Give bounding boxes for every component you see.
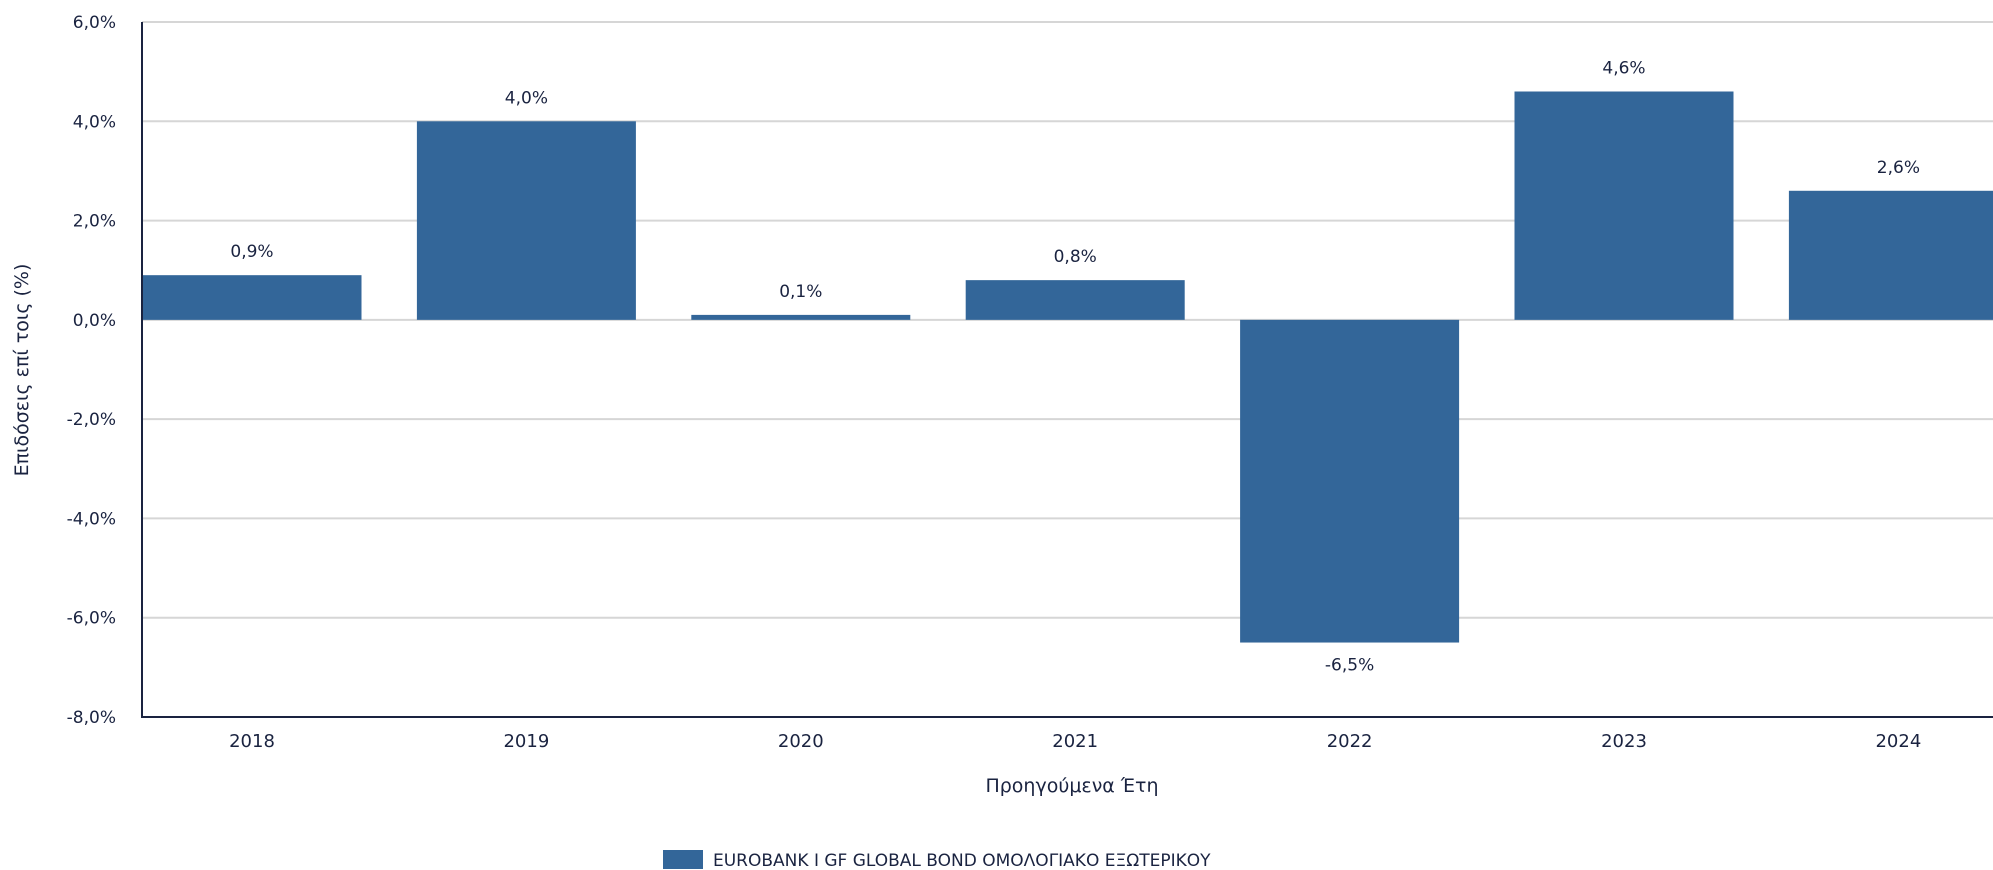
data-label: 4,0% bbox=[505, 88, 548, 108]
legend-label: EUROBANK I GF GLOBAL BOND ΟΜΟΛΟΓΙΑΚΟ ΕΞΩ… bbox=[713, 851, 1211, 870]
data-label: 0,1% bbox=[779, 282, 822, 302]
y-axis-ticks: 6,0% 4,0% 2,0% 0,0% -2,0% -4,0% -6,0% -8,0% bbox=[67, 13, 116, 728]
data-label: -6,5% bbox=[1325, 656, 1374, 676]
bar bbox=[1240, 319, 1460, 643]
x-tick-label: 2020 bbox=[778, 731, 824, 752]
x-axis-label: Προηγούμενα Έτη bbox=[985, 775, 1158, 797]
y-tick-label: 0,0% bbox=[73, 311, 116, 331]
data-label: 0,8% bbox=[1054, 247, 1097, 267]
y-tick-label: -8,0% bbox=[67, 708, 116, 728]
bar bbox=[416, 121, 636, 320]
bars bbox=[142, 91, 1993, 643]
bar bbox=[1788, 190, 1993, 320]
data-labels: 0,9% 4,0% 0,1% 0,8% -6,5% 4,6% 2,6% bbox=[230, 59, 1920, 676]
y-tick-label: 4,0% bbox=[73, 112, 116, 132]
legend[interactable]: EUROBANK I GF GLOBAL BOND ΟΜΟΛΟΓΙΑΚΟ ΕΞΩ… bbox=[663, 850, 1211, 870]
data-label: 0,9% bbox=[230, 242, 273, 262]
bar bbox=[691, 314, 911, 320]
bar bbox=[965, 280, 1185, 320]
y-tick-label: 2,0% bbox=[73, 212, 116, 232]
x-tick-label: 2018 bbox=[229, 731, 275, 752]
y-tick-label: -2,0% bbox=[67, 410, 116, 430]
x-tick-label: 2022 bbox=[1327, 731, 1373, 752]
x-tick-label: 2021 bbox=[1052, 731, 1098, 752]
bar bbox=[1514, 91, 1734, 320]
x-axis-ticks: 2018 2019 2020 2021 2022 2023 2024 bbox=[229, 731, 1921, 752]
y-tick-label: -4,0% bbox=[67, 509, 116, 529]
bar bbox=[142, 275, 362, 320]
x-tick-label: 2019 bbox=[503, 731, 549, 752]
y-tick-label: 6,0% bbox=[73, 13, 116, 33]
data-label: 4,6% bbox=[1602, 59, 1645, 79]
x-tick-label: 2023 bbox=[1601, 731, 1647, 752]
y-tick-label: -6,0% bbox=[67, 609, 116, 629]
x-tick-label: 2024 bbox=[1875, 731, 1921, 752]
legend-swatch bbox=[663, 850, 703, 869]
data-label: 2,6% bbox=[1877, 158, 1920, 178]
y-axis-label: Επιδόσεις επί τοις (%) bbox=[11, 264, 33, 477]
